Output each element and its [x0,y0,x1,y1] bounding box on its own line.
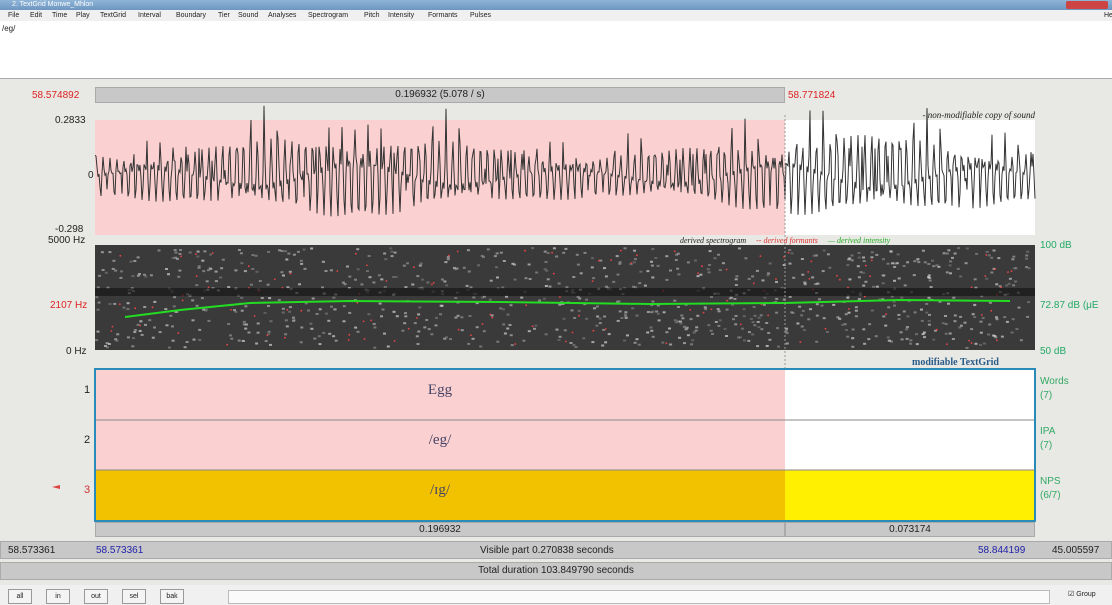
visible-left-total: 58.573361 [8,545,55,556]
zoom-button[interactable]: in [46,589,70,604]
title-bar: 2. TextGrid Monwe_Mhlon [0,0,1112,10]
visible-right-total: 45.005597 [1052,545,1099,556]
menu-item[interactable]: Pitch [364,10,380,21]
window-controls[interactable] [1066,1,1108,9]
tier-name: IPA [1040,426,1055,437]
menu-item[interactable]: Formants [428,10,458,21]
menu-item[interactable]: Interval [138,10,161,21]
selection-start: 58.574892 [32,90,79,101]
window-title: 2. TextGrid Monwe_Mhlon [12,1,93,8]
tier-label[interactable]: Egg [95,382,785,399]
duration-right[interactable]: 0.073174 [785,522,1035,537]
menu-item[interactable]: Play [76,10,90,21]
menu-item[interactable]: Sound [238,10,258,21]
menu-item[interactable]: Boundary [176,10,206,21]
total-bar[interactable]: Total duration 103.849790 seconds [0,562,1112,580]
tier-number: 3 [84,484,90,496]
tier-label[interactable]: /ɪg/ [95,482,785,499]
scrollbar[interactable] [228,590,1050,604]
zoom-button[interactable]: sel [122,589,146,604]
zoom-button[interactable]: bak [160,589,184,604]
legend-spectrogram: derived spectrogram [680,236,746,245]
group-checkbox[interactable]: ☑ Group [1068,590,1096,598]
menu-item[interactable]: Edit [30,10,42,21]
spectrogram-bottom: 0 Hz [66,346,87,357]
selection-end: 58.771824 [788,90,835,101]
sound-min: -0.298 [55,224,83,235]
tier-number: 2 [84,434,90,446]
menu-item[interactable]: Analyses [268,10,296,21]
legend-formants: derived formants [763,236,817,245]
duration-left-text: 0.196932 [419,524,461,535]
intensity-top: 100 dB [1040,240,1072,251]
tier-name: Words [1040,376,1069,387]
tier-number: 1 [84,384,90,396]
intensity-bottom: 50 dB [1040,346,1066,357]
textgrid-title: modifiable TextGrid [912,357,999,368]
total-duration: Total duration 103.849790 seconds [478,565,634,576]
selection-duration: 0.196932 (5.078 / s) [395,89,485,100]
sound-max: 0.2833 [55,115,86,126]
praat-window: 2. TextGrid Monwe_Mhlon File Edit Time Play… [0,0,1112,605]
menu-item[interactable]: TextGrid [100,10,126,21]
tier-count: (6/7) [1040,490,1061,501]
legend-intensity: derived intensity [837,236,890,245]
text-field-content: /eg/ [2,24,15,33]
tier-name: NPS [1040,476,1061,487]
zoom-button[interactable]: all [8,589,32,604]
group-label: Group [1076,591,1095,598]
selection-duration-bar[interactable]: 0.196932 (5.078 / s) [95,87,785,103]
tier-count: (7) [1040,390,1052,401]
sound-zero: 0 [88,170,94,181]
duration-left[interactable]: 0.196932 [95,522,785,537]
tier-label[interactable]: /eg/ [95,432,785,449]
menu-item[interactable]: He [1104,10,1112,21]
text-field[interactable]: /eg/ [0,21,1112,79]
menu-item[interactable]: Time [52,10,67,21]
spectrogram [95,245,1035,350]
tier-count: (7) [1040,440,1052,451]
visible-left: 58.573361 [96,545,143,556]
editor-canvas [0,105,1112,585]
menu-item[interactable]: Tier [218,10,230,21]
sound-note: - non-modifiable copy of sound [923,110,1035,120]
selected-tier-pointer [52,485,60,489]
intensity-mid: 72.87 dB (μE [1040,300,1099,311]
visible-part: Visible part 0.270838 seconds [480,545,614,556]
duration-right-text: 0.073174 [889,524,931,535]
legend: derived spectrogram -- derived formants … [680,236,890,245]
zoom-button[interactable]: out [84,589,108,604]
menu-item[interactable]: Spectrogram [308,10,348,21]
visible-right: 58.844199 [978,545,1025,556]
menu-item[interactable]: Pulses [470,10,491,21]
spectrogram-mid: 2107 Hz [50,300,87,311]
selected-tier-background [785,470,1035,520]
spectrogram-top: 5000 Hz [48,235,85,246]
menu-bar: File Edit Time Play TextGrid Interval Boundary… [0,10,1112,21]
menu-item[interactable]: Intensity [388,10,414,21]
menu-item[interactable]: File [8,10,19,21]
